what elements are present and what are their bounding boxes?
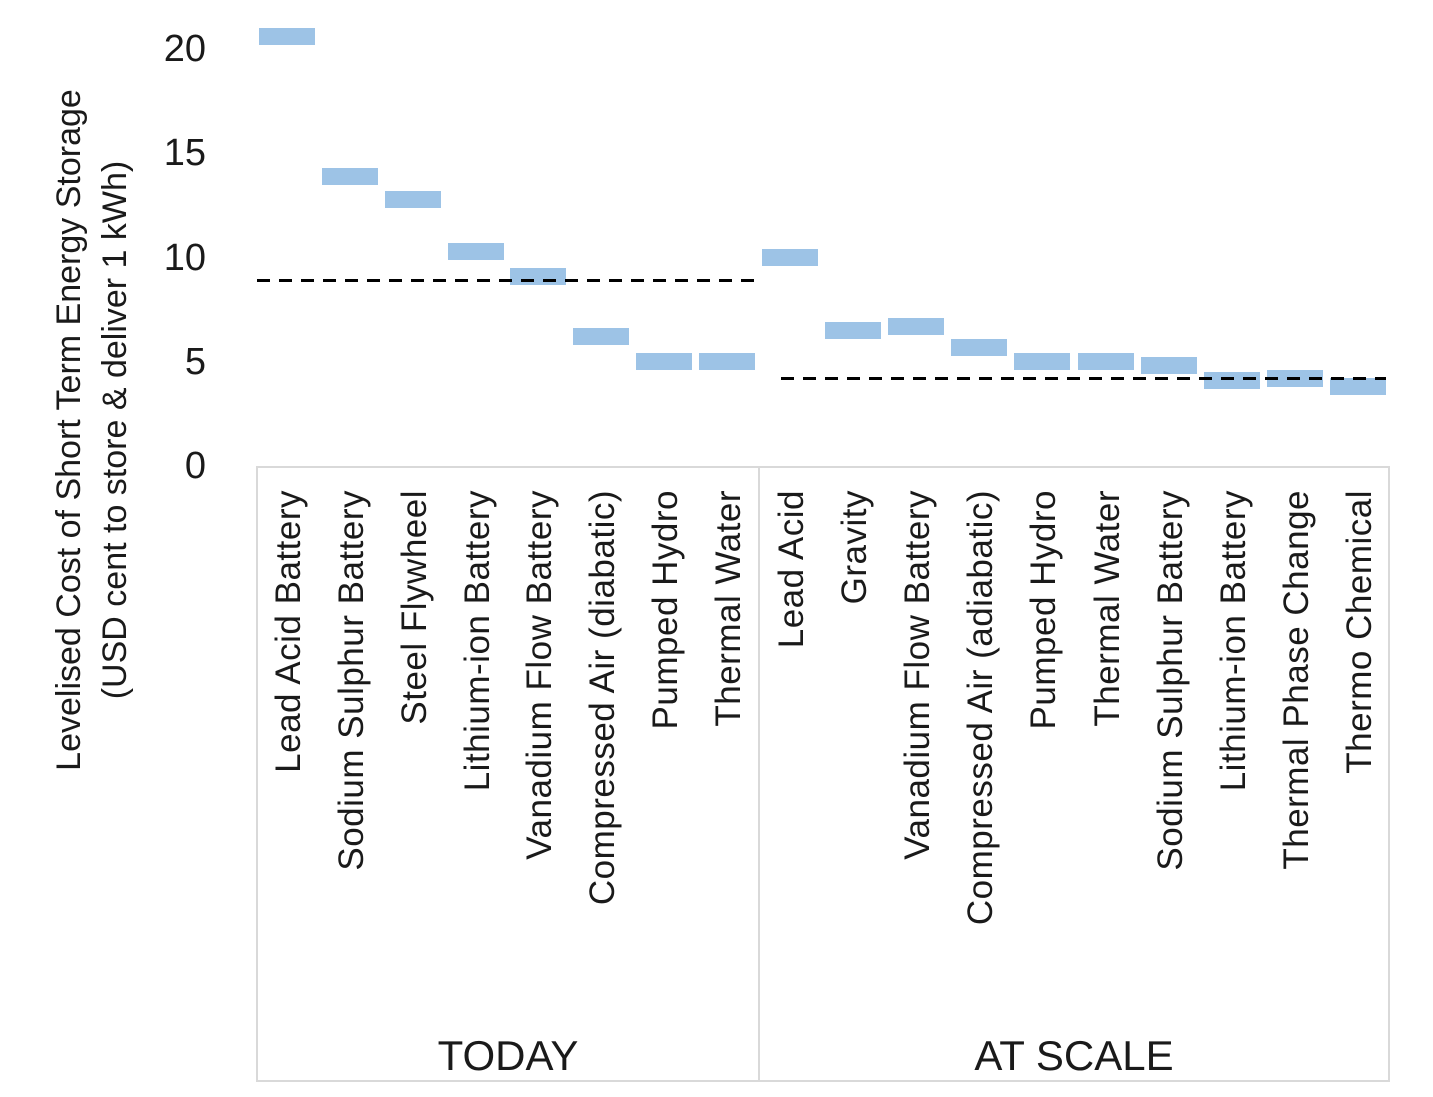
category-label: Pumped Hydro [1024, 490, 1064, 730]
bar-marker [384, 190, 441, 208]
bar-marker [888, 317, 944, 335]
category-cell: Lead Acid [760, 468, 823, 1058]
category-label: Compressed Air (adiabatic) [961, 490, 1001, 926]
group-label-today: TODAY [437, 1032, 579, 1079]
category-label: Compressed Air (diabatic) [583, 490, 623, 906]
bar-marker [951, 338, 1008, 356]
category-label: Thermo Chemical [1340, 490, 1380, 774]
category-label: Lead Acid [771, 490, 811, 649]
category-cell: Lithium-ion Battery [1202, 468, 1265, 1058]
reference-line-at-scale [781, 376, 1386, 380]
reference-line-today [257, 278, 757, 282]
bar-marker [1140, 357, 1197, 375]
category-cell: Thermo Chemical [1329, 468, 1392, 1058]
category-label: Lithium-ion Battery [1213, 490, 1253, 792]
category-cell: Gravity [823, 468, 886, 1058]
category-axis-box: Lead Acid Battery Sodium Sulphur Battery S… [256, 466, 1390, 1082]
bar-marker [1014, 353, 1071, 371]
bar-marker [510, 267, 567, 285]
category-cell: Steel Flywheel [384, 468, 447, 1058]
section-divider [758, 468, 760, 1080]
category-cell: Sodium Sulphur Battery [1139, 468, 1202, 1058]
y-tick-label: 5 [184, 340, 206, 383]
y-tick-label: 15 [163, 132, 206, 175]
category-label: Pumped Hydro [645, 490, 685, 730]
bar-marker [1330, 378, 1387, 396]
y-tick-label: 10 [163, 236, 206, 279]
category-cell: Thermal Water [697, 468, 760, 1058]
category-cell: Pumped Hydro [635, 468, 698, 1058]
category-label: Lithium-ion Battery [457, 490, 497, 792]
group-label-at-scale: AT SCALE [974, 1032, 1174, 1079]
category-label: Sodium Sulphur Battery [332, 490, 372, 871]
category-cell: Thermal Water [1076, 468, 1139, 1058]
category-label: Sodium Sulphur Battery [1150, 490, 1190, 871]
category-cell: Thermal Phase Change [1266, 468, 1329, 1058]
category-label: Lead Acid Battery [269, 490, 309, 773]
category-label: Gravity [834, 490, 874, 605]
y-tick-label: 20 [163, 28, 206, 70]
category-cell: Compressed Air (diabatic) [572, 468, 635, 1058]
bar-marker [1077, 353, 1134, 371]
bar-marker [635, 353, 692, 371]
category-label: Vanadium Flow Battery [897, 490, 937, 860]
bar-marker [824, 321, 881, 339]
y-axis-title-line1: Levelised Cost of Short Term Energy Stor… [50, 89, 88, 771]
bar-marker [322, 167, 379, 185]
category-cell: Lithium-ion Battery [446, 468, 509, 1058]
category-cell: Vanadium Flow Battery [509, 468, 572, 1058]
category-cell: Pumped Hydro [1013, 468, 1076, 1058]
y-tick-label: 0 [184, 445, 206, 487]
category-label: Vanadium Flow Battery [520, 490, 560, 860]
category-cell: Vanadium Flow Battery [886, 468, 949, 1058]
category-cell: Sodium Sulphur Battery [321, 468, 384, 1058]
bar-marker [573, 328, 630, 346]
bar-marker [1204, 372, 1260, 389]
bar-marker [259, 27, 316, 45]
category-label: Thermal Water [1087, 490, 1127, 727]
category-cell: Lead Acid Battery [258, 468, 321, 1058]
category-cell: Compressed Air (adiabatic) [950, 468, 1013, 1058]
category-label: Steel Flywheel [394, 490, 434, 725]
bar-marker [698, 353, 755, 371]
category-label: Thermal Water [708, 490, 748, 727]
category-label: Thermal Phase Change [1277, 490, 1317, 870]
bar-marker [761, 249, 818, 266]
bar-marker [447, 242, 504, 260]
